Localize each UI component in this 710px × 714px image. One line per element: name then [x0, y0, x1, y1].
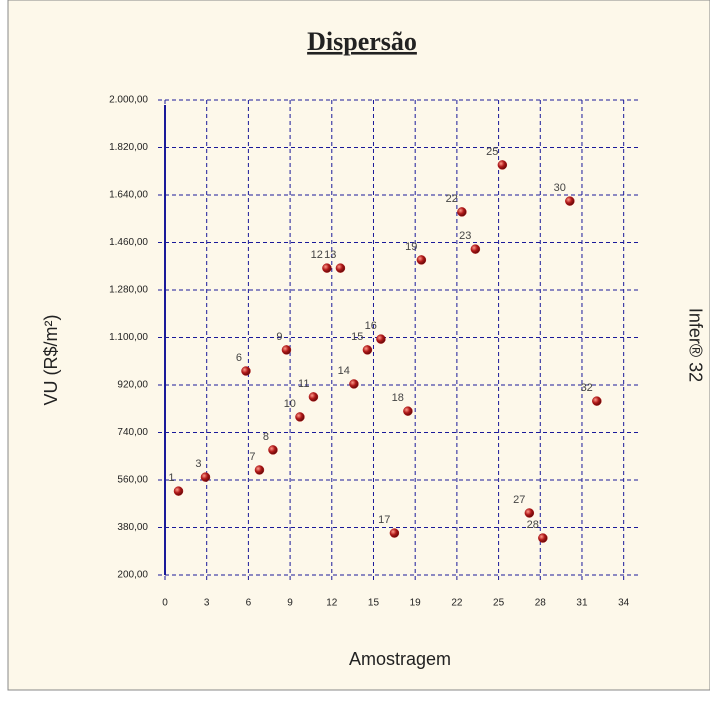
y-tick-label: 1.640,00	[109, 190, 148, 201]
y-tick-label: 560,00	[117, 475, 148, 486]
point	[565, 196, 575, 206]
y-tick-label: 740,00	[117, 427, 148, 438]
point	[281, 345, 292, 355]
point-label: 10	[284, 398, 296, 410]
y-tick-label: 1.100,00	[109, 332, 148, 343]
x-tick-label: 34	[618, 598, 630, 609]
point-label: 1	[168, 472, 174, 484]
x-tick-label: 25	[493, 598, 505, 609]
point-label: 12	[311, 249, 323, 261]
y-tick-label: 2.000,00	[109, 95, 148, 106]
point-label: 15	[351, 331, 363, 343]
point-label: 11	[298, 378, 309, 390]
x-tick-label: 15	[368, 598, 380, 609]
point	[592, 396, 602, 406]
y-tick-label: 1.820,00	[109, 142, 148, 153]
point	[254, 465, 265, 475]
point-label: 23	[459, 230, 471, 242]
point	[335, 263, 346, 273]
chart-title: Dispersão	[307, 27, 417, 56]
point	[416, 255, 427, 265]
x-tick-label: 22	[451, 598, 463, 609]
point-label: 30	[554, 182, 566, 194]
side-label: Infer® 32	[685, 308, 705, 382]
point-label: 19	[405, 241, 417, 253]
y-axis-label: VU (R$/m²)	[41, 315, 61, 406]
point-label: 28	[527, 519, 539, 531]
point	[376, 334, 386, 344]
point	[362, 345, 373, 355]
point-label: 27	[513, 494, 525, 506]
point	[173, 486, 184, 496]
point	[538, 533, 548, 543]
point-label: 13	[324, 249, 336, 261]
point-label: 17	[378, 514, 390, 526]
point	[349, 379, 359, 389]
x-tick-label: 28	[535, 598, 547, 609]
point	[200, 472, 211, 482]
y-tick-label: 920,00	[117, 380, 148, 391]
point-label: 7	[249, 451, 255, 463]
point	[308, 392, 319, 402]
point-label: 9	[276, 331, 282, 343]
point-label: 6	[236, 352, 242, 364]
x-axis-label: Amostragem	[349, 649, 451, 669]
x-tick-label: 19	[410, 598, 422, 609]
x-tick-label: 3	[204, 598, 210, 609]
point	[389, 528, 400, 538]
point-label: 16	[365, 320, 377, 332]
point-label: 14	[338, 365, 350, 377]
point-label: 3	[195, 458, 201, 470]
x-tick-label: 31	[576, 598, 588, 609]
point-label: 8	[263, 431, 269, 443]
y-tick-label: 1.280,00	[109, 285, 148, 296]
point	[457, 207, 467, 217]
x-tick-label: 6	[246, 598, 252, 609]
y-tick-label: 1.460,00	[109, 237, 148, 248]
point	[268, 445, 278, 455]
x-tick-label: 0	[162, 598, 168, 609]
point-label: 18	[392, 392, 404, 404]
y-tick-label: 380,00	[117, 522, 148, 533]
point	[403, 406, 413, 416]
point	[295, 412, 305, 422]
point-label: 25	[486, 146, 498, 158]
point	[524, 508, 535, 518]
point	[322, 263, 332, 273]
point	[241, 366, 251, 376]
point	[470, 244, 481, 254]
point	[497, 160, 508, 170]
point-label: 22	[446, 193, 458, 205]
y-tick-label: 200,00	[117, 570, 148, 581]
point-label: 32	[581, 382, 593, 394]
x-tick-label: 12	[326, 598, 338, 609]
x-tick-label: 9	[287, 598, 293, 609]
